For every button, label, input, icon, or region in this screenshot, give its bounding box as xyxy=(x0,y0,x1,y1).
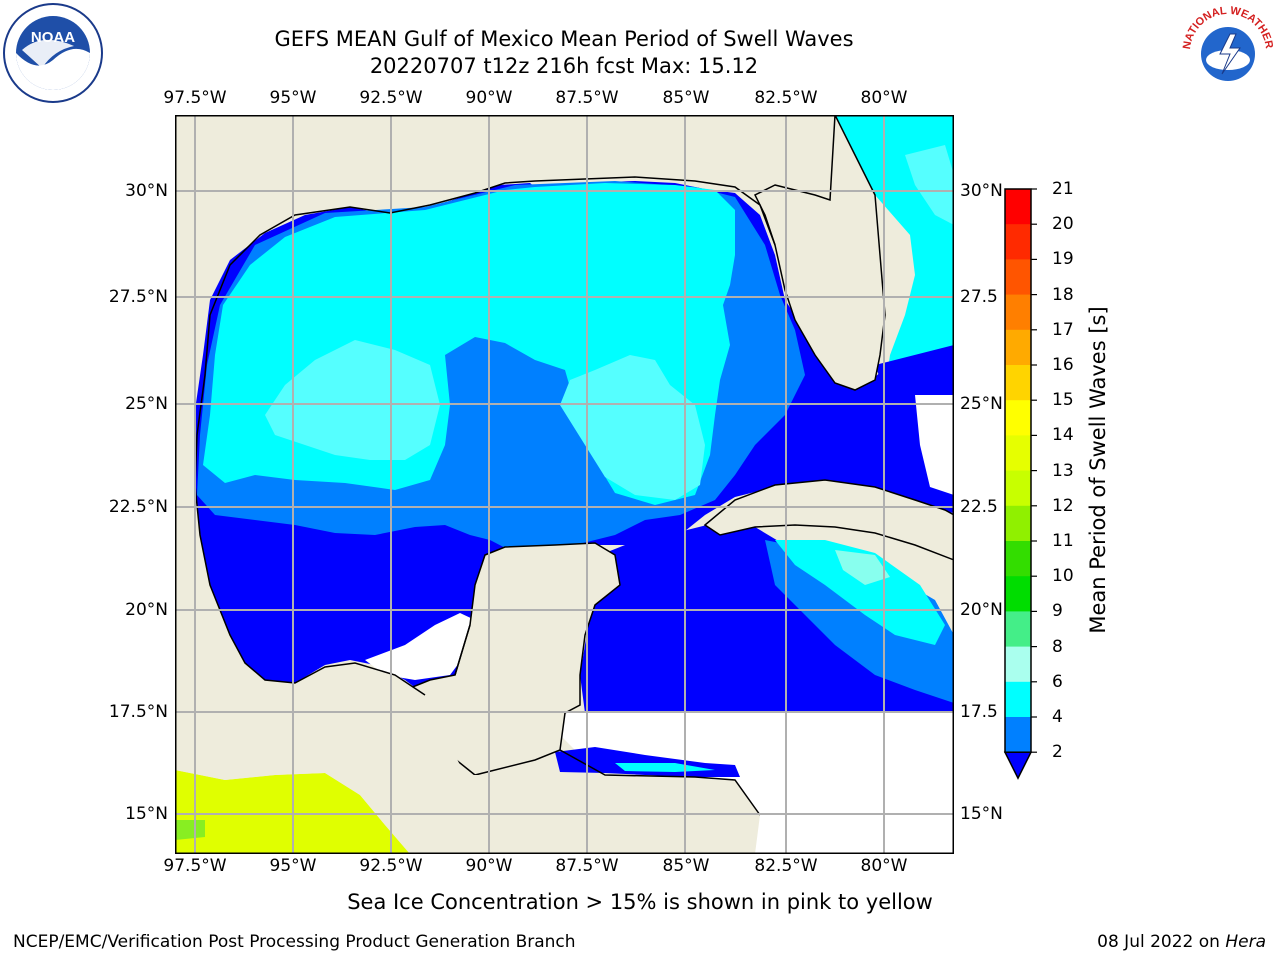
colorbar-segment xyxy=(1005,576,1031,612)
caribbean-ocean-cyan xyxy=(775,540,945,645)
colorbar-tick-label: 10 xyxy=(1052,566,1074,587)
no-data-campeche xyxy=(365,613,475,680)
lon-label-bottom: 85°W xyxy=(662,856,710,876)
colorbar-tick-label: 13 xyxy=(1052,460,1074,481)
colorbar-segment xyxy=(1005,717,1031,753)
colorbar-tick-label: 14 xyxy=(1052,425,1074,446)
caribbean-ocean-light xyxy=(835,550,890,585)
lon-label-bottom: 97.5°W xyxy=(163,856,227,876)
lon-label-top: 97.5°W xyxy=(163,88,227,108)
colorbar-tick-label: 8 xyxy=(1052,636,1063,657)
footer-date: 08 Jul 2022 on Hera xyxy=(1097,932,1266,952)
lat-label-left: 25°N xyxy=(125,394,168,414)
chart-subtitle: 20220707 t12z 216h fcst Max: 15.12 xyxy=(369,54,759,78)
nws-logo: NATIONAL WEATHER SERVICE xyxy=(1178,2,1276,100)
lon-label-bottom: 87.5°W xyxy=(555,856,619,876)
colorbar-segment xyxy=(1005,365,1031,401)
lon-label-top: 87.5°W xyxy=(555,88,619,108)
colorbar-tick-label: 15 xyxy=(1052,390,1074,411)
colorbar-segment xyxy=(1005,259,1031,296)
lon-label-bottom: 80°W xyxy=(860,856,908,876)
map-grid xyxy=(175,115,954,854)
central-america-land xyxy=(175,663,760,854)
lat-label-left: 27.5°N xyxy=(108,287,168,307)
colorbar-tick-label: 19 xyxy=(1052,249,1074,270)
colorbar-title: Mean Period of Swell Waves [s] xyxy=(1086,306,1110,634)
colorbar xyxy=(1003,188,1037,780)
colorbar-tick-label: 11 xyxy=(1052,531,1074,551)
bahamas-white-gap xyxy=(915,395,954,495)
sea-ice-note: Sea Ice Concentration > 15% is shown in … xyxy=(347,890,933,914)
gulf-coastline xyxy=(194,176,776,696)
colorbar-tick-label: 4 xyxy=(1052,707,1063,727)
colorbar-segment xyxy=(1005,435,1031,472)
colorbar-segment xyxy=(1005,681,1031,718)
lat-label-left: 20°N xyxy=(125,600,168,620)
lon-label-top: 80°W xyxy=(860,88,908,108)
colorbar-segment xyxy=(1005,646,1031,683)
map-frame xyxy=(175,115,954,854)
pacific-ocean-green xyxy=(175,820,205,840)
lon-label-top: 95°W xyxy=(269,88,317,108)
lat-label-left: 15°N xyxy=(125,804,168,824)
bahamas-ocean xyxy=(875,345,954,405)
colorbar-tick-label: 16 xyxy=(1052,355,1074,375)
lat-label-left: 17.5°N xyxy=(108,702,168,722)
colorbar-segment xyxy=(1005,505,1031,542)
atlantic-ocean-light xyxy=(905,145,954,225)
noaa-logo-text: NOAA xyxy=(31,29,75,46)
lon-label-top: 85°W xyxy=(662,88,710,108)
lat-label-right: 22.5 xyxy=(960,497,998,517)
footer-credit: NCEP/EMC/Verification Post Processing Pr… xyxy=(13,932,576,952)
caribbean-ocean-mid xyxy=(765,540,954,703)
map-plot xyxy=(175,115,954,854)
lon-label-bottom: 82.5°W xyxy=(754,856,818,876)
colorbar-segment xyxy=(1005,224,1031,260)
colorbar-tick-label: 2 xyxy=(1052,742,1063,763)
colorbar-tick-label: 9 xyxy=(1052,601,1063,622)
colorbar-segment xyxy=(1005,470,1031,507)
no-data-south xyxy=(560,713,954,854)
colorbar-tick-label: 12 xyxy=(1052,495,1074,516)
lon-label-top: 82.5°W xyxy=(754,88,818,108)
lon-label-bottom: 90°W xyxy=(465,856,513,876)
lat-label-right: 17.5 xyxy=(960,702,998,722)
footer-date-text: 08 Jul 2022 on xyxy=(1097,932,1226,952)
colorbar-segment xyxy=(1005,541,1031,577)
footer-machine: Hera xyxy=(1225,932,1266,952)
colorbar-extension xyxy=(1003,751,1033,780)
chart-title: GEFS MEAN Gulf of Mexico Mean Period of … xyxy=(274,27,854,51)
lat-label-right: 25°N xyxy=(960,394,1003,414)
lat-label-right: 27.5 xyxy=(960,287,998,307)
colorbar-tick-label: 6 xyxy=(1052,671,1063,692)
gulf-ocean-light-west xyxy=(265,340,440,460)
lon-label-top: 92.5°W xyxy=(359,88,423,108)
lon-label-bottom: 95°W xyxy=(269,856,317,876)
lat-label-right: 15°N xyxy=(960,804,1003,824)
colorbar-tick-label: 18 xyxy=(1052,284,1074,305)
noaa-logo: NOAA xyxy=(3,3,103,103)
colorbar-segment xyxy=(1005,329,1031,366)
colorbar-tick-label: 17 xyxy=(1052,319,1074,340)
colorbar-segment xyxy=(1005,189,1031,225)
central-america-coastline xyxy=(559,749,761,816)
lon-label-bottom: 92.5°W xyxy=(359,856,423,876)
lat-label-right: 20°N xyxy=(960,600,1003,620)
colorbar-tick-label: 21 xyxy=(1052,179,1074,199)
honduras-ocean-cyan xyxy=(615,763,715,772)
lat-label-left: 22.5°N xyxy=(108,497,168,517)
cuba-land xyxy=(703,479,954,561)
colorbar-segment xyxy=(1005,611,1031,648)
lat-label-right: 30°N xyxy=(960,181,1003,201)
gulf-ocean-light-east xyxy=(560,355,705,500)
caribbean-ocean xyxy=(580,523,954,713)
colorbar-segment xyxy=(1005,400,1031,436)
lon-label-top: 90°W xyxy=(465,88,513,108)
colorbar-segment xyxy=(1005,294,1031,331)
colorbar-tick-label: 20 xyxy=(1052,214,1074,235)
lat-label-left: 30°N xyxy=(125,181,168,201)
